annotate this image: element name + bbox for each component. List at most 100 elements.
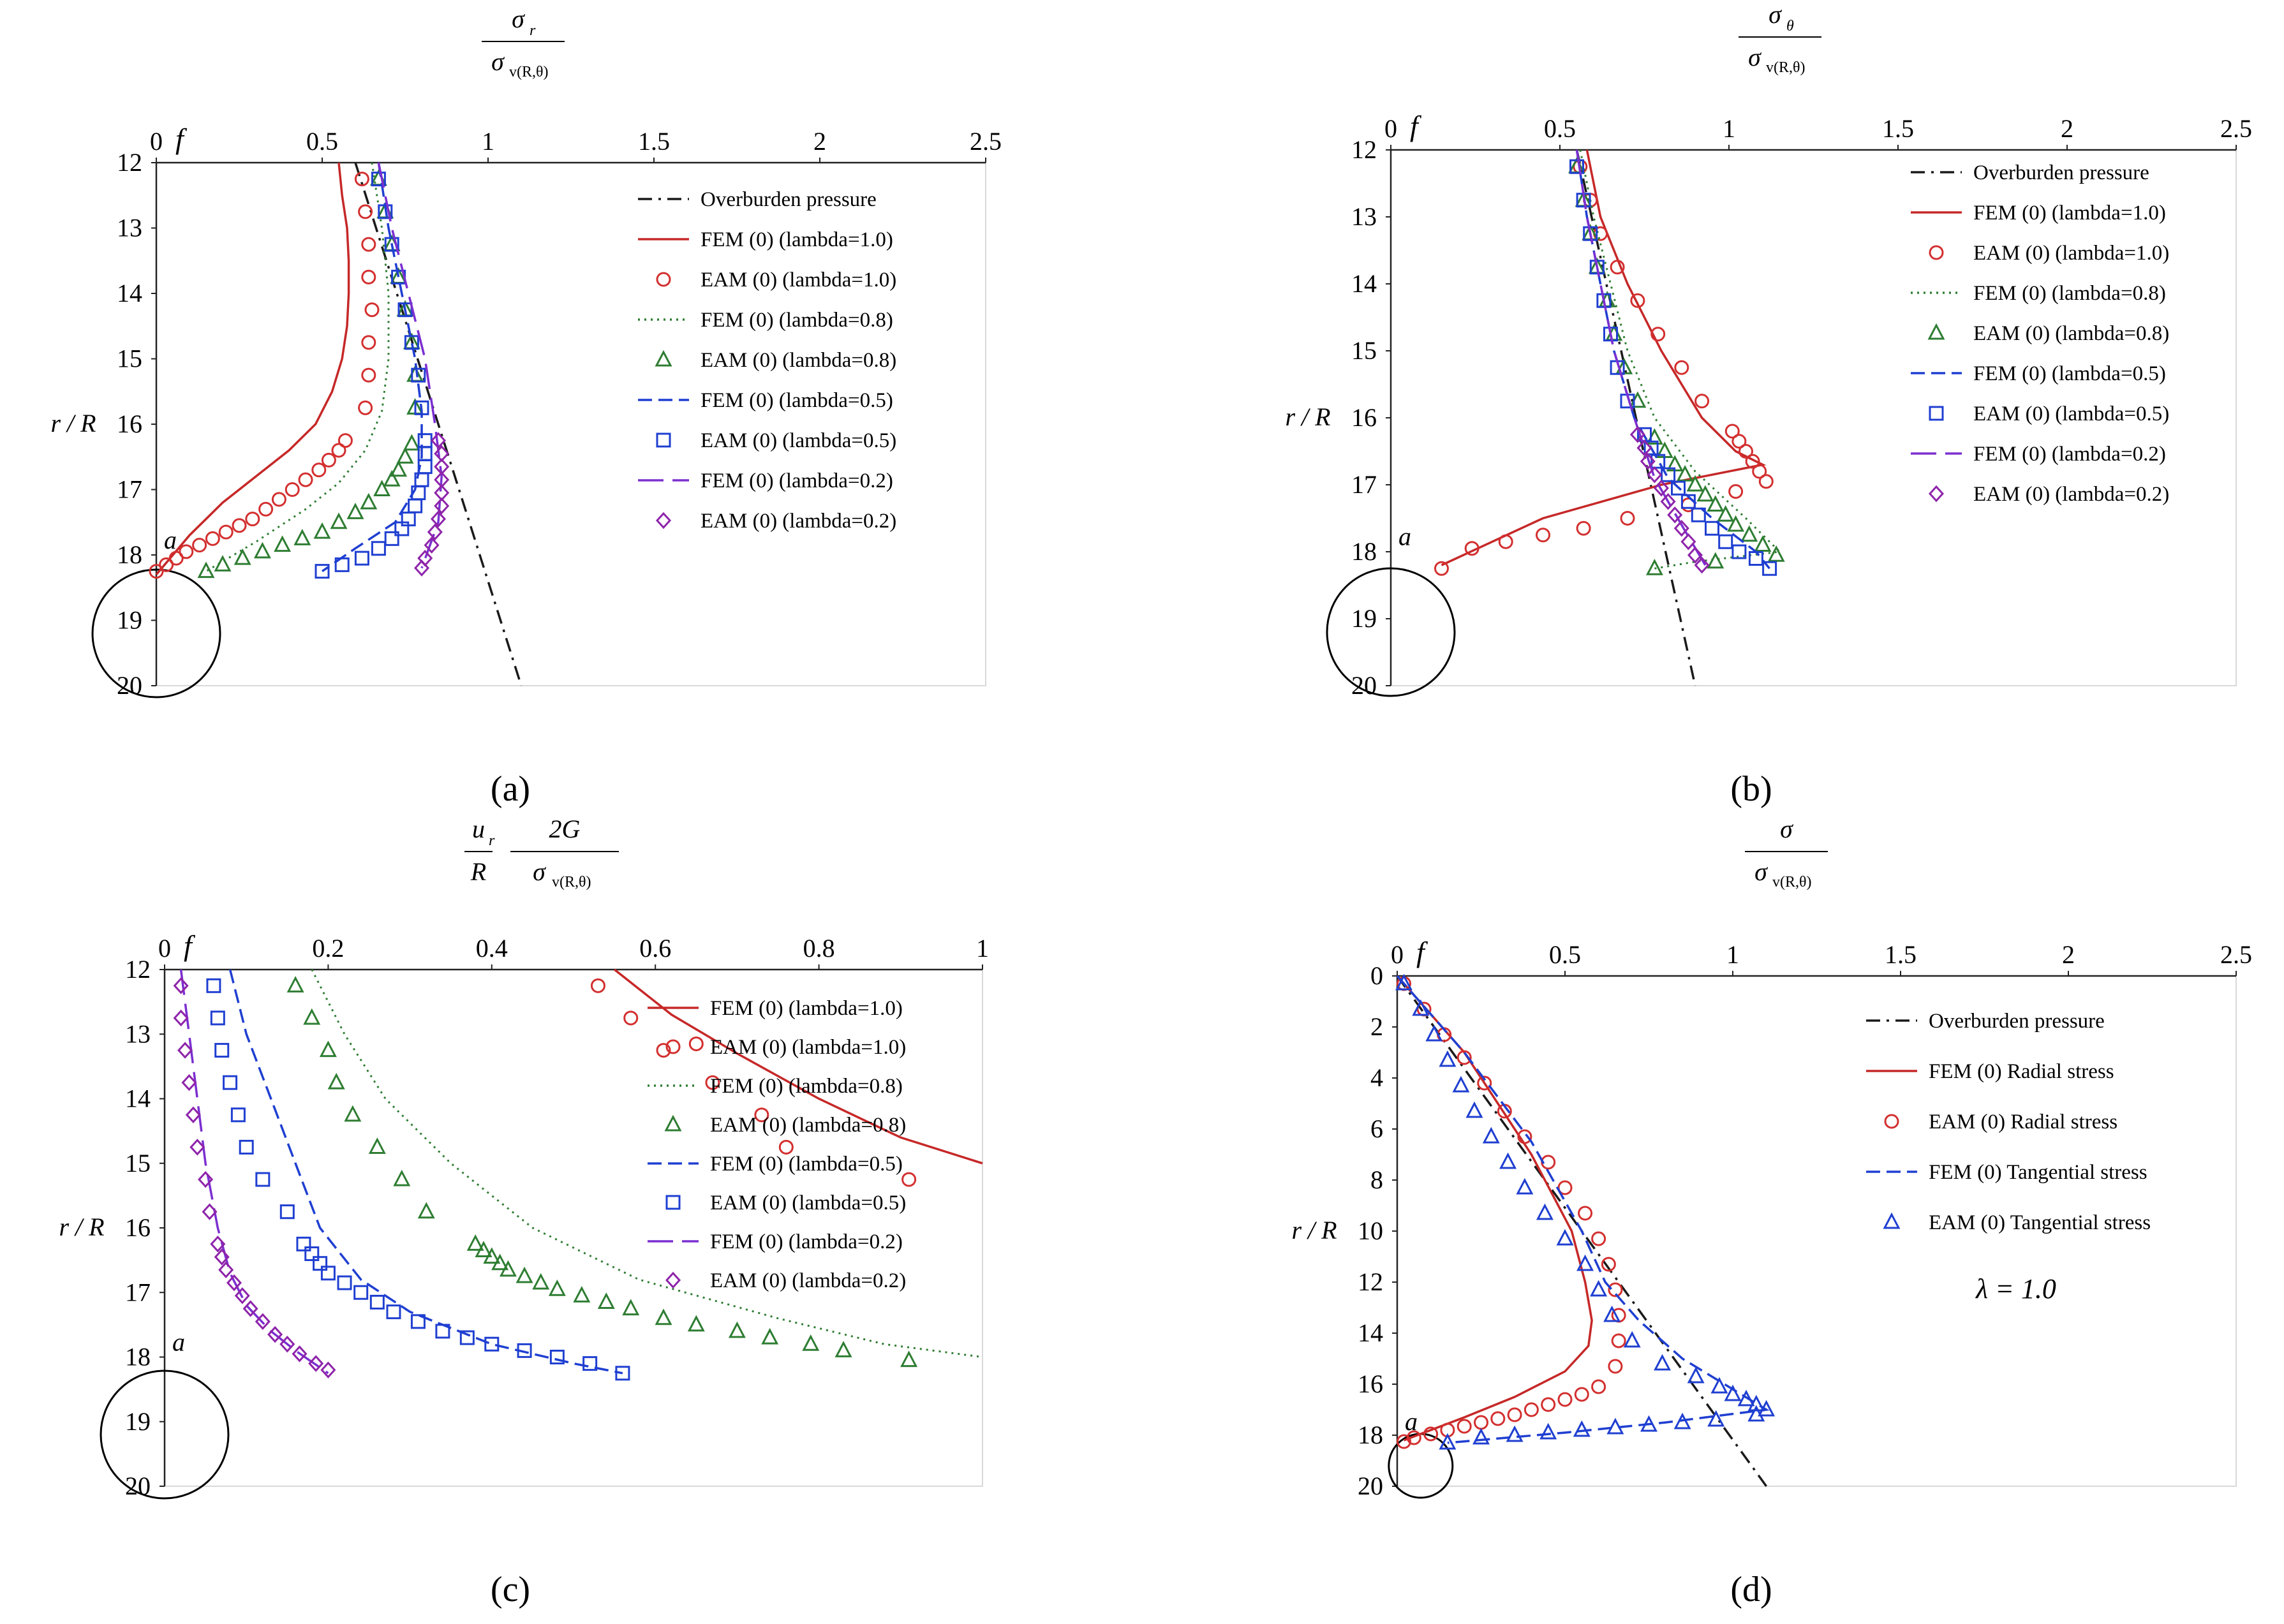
y-tick-label: 16 [125,1213,151,1242]
data-point [1517,1129,1532,1144]
x-axis-label: u rR 2Gσ v(R,θ) [464,815,619,890]
x-tick-label: 0.5 [306,127,338,156]
data-point [1653,480,1670,497]
data-point [319,1040,337,1058]
data-point [548,1279,566,1296]
x-tick-label: 0 [1391,940,1404,969]
data-point [1465,1101,1483,1118]
data-point [1705,520,1719,536]
data-point [1576,1254,1594,1271]
data-point [1680,494,1696,509]
data-point [688,1036,704,1051]
data-point [1573,1420,1591,1437]
data-point [1718,534,1733,549]
data-point [1590,1280,1608,1297]
legend-label: EAM (0) (lambda=1.0) [1973,242,2169,265]
data-point [346,503,364,519]
data-point [1680,533,1696,550]
data-point [271,492,286,507]
x-axis-label: σ θσ v(R,θ) [1739,0,1821,76]
x-label-numerator: σ [1769,0,1782,29]
data-point [413,559,430,577]
data-point [1707,1410,1725,1427]
y-tick-label: 6 [1370,1114,1383,1143]
data-point [403,434,420,451]
data-point [210,1236,226,1253]
y-axis-label: r / R [50,409,96,438]
data-point [373,480,391,496]
y-tick-label: 14 [1351,269,1377,298]
x-tick-label: 2.5 [2220,114,2252,143]
series-line [1575,149,1770,570]
x-tick-label: 1 [976,934,989,963]
data-point [189,1139,205,1156]
legend-label: EAM (0) (lambda=1.0) [710,1036,906,1059]
legend-label: FEM (0) (lambda=0.8) [1973,282,2166,305]
legend-label: FEM (0) (lambda=1.0) [1973,202,2166,225]
series-line [322,162,423,573]
y-tick-label: 4 [1370,1063,1383,1092]
data-point [499,1260,517,1277]
data-point [320,1266,336,1281]
data-point [1498,534,1513,549]
legend-marker [655,512,672,529]
data-series [1434,159,1774,576]
y-tick-label: 10 [1358,1216,1383,1245]
data-point [393,1169,411,1186]
data-point [549,1350,565,1364]
y-tick-label: 0 [1370,961,1383,990]
y-tick-label: 18 [1351,537,1377,566]
data-point [364,302,380,318]
data-point [1601,1257,1616,1272]
data-point [245,512,260,527]
x-label-subscript: v(R,θ) [509,64,549,80]
data-point [1439,1433,1457,1450]
data-point [396,447,414,464]
data-point [1557,1392,1573,1407]
data-point [327,1072,345,1089]
x-tick-label: 1.5 [638,127,670,156]
y-tick-label: 8 [1370,1165,1383,1194]
x-tick-label: 0.4 [476,934,508,963]
data-point [484,1336,500,1352]
x-tick-label: 2 [2061,114,2073,143]
y-tick-label: 17 [1351,470,1377,499]
series-line [179,969,329,1375]
data-point [1611,1333,1626,1348]
data-point [354,550,369,566]
data-point [1574,1387,1589,1402]
legend-label: Overburden pressure [1973,161,2149,184]
data-point [313,1256,328,1271]
data-point [1640,453,1656,470]
data-point [1724,1384,1742,1401]
annotation-f: f [1410,110,1422,142]
x-tick-label: 1 [1723,114,1735,143]
data-point [337,1275,352,1290]
data-point [361,335,376,350]
data-point [1539,1422,1557,1440]
data-point [410,1314,426,1329]
data-point [298,472,313,487]
data-point [1671,480,1686,496]
data-series [149,172,380,579]
data-point [491,1253,509,1271]
y-tick-label: 16 [1358,1369,1383,1398]
x-tick-label: 1 [1726,940,1739,969]
data-point [1747,1405,1765,1422]
data-point [331,443,346,458]
data-point [1457,1419,1472,1434]
data-point [1732,544,1747,559]
legend-label: FEM (0) (lambda=0.5) [1973,362,2166,385]
data-point [1557,1180,1573,1195]
data-point [515,1266,533,1283]
data-point [1758,474,1774,489]
legend-marker [1929,406,1944,421]
data-point [1524,1402,1539,1417]
data-series [413,432,450,577]
data-point [623,1010,639,1026]
data-point [384,237,399,252]
data-point [1762,561,1777,576]
data-point [285,482,300,497]
data-point [1482,1126,1500,1144]
y-tick-label: 12 [1351,135,1377,164]
